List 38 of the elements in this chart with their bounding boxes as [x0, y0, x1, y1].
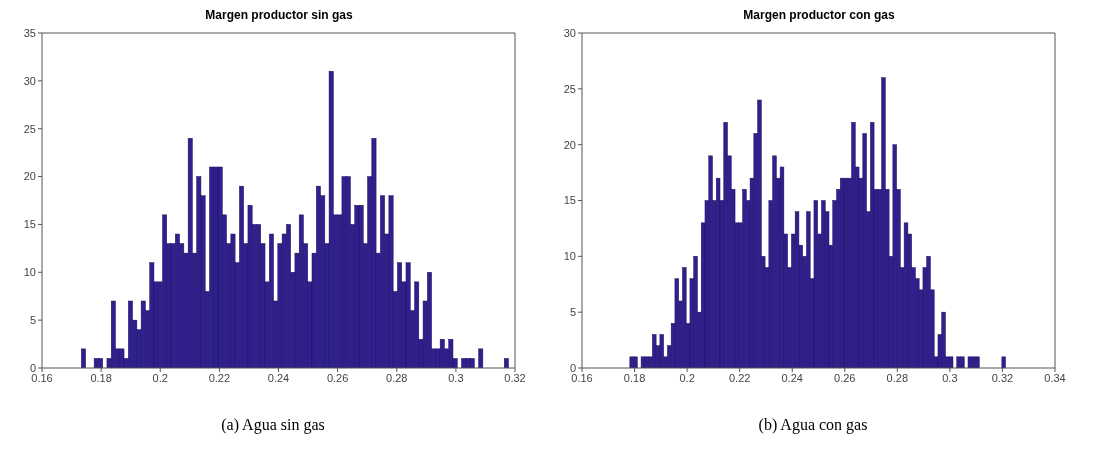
text: (a) Agua sin gas: [220, 416, 326, 434]
y-tick-label: 5: [569, 306, 576, 319]
x-tick-label: 0.18: [90, 371, 112, 384]
x-tick-label: 0.3: [448, 371, 464, 384]
y-tick-label: 25: [563, 82, 576, 95]
y-tick-label: 0: [29, 361, 36, 374]
x-tick-label: 0.24: [781, 371, 803, 384]
x-tick-label: 0.22: [728, 371, 751, 384]
x-tick-label: 0.26: [834, 371, 856, 384]
x-tick-label: 0.16: [31, 371, 53, 384]
text: (b) Agua con gas: [757, 416, 869, 434]
x-tick-label: 0.32: [504, 371, 526, 384]
x-tick-label: 0.22: [208, 371, 231, 384]
y-tick-label: 30: [563, 26, 576, 39]
y-tick-label: 0: [569, 361, 576, 374]
x-tick-label: 0.2: [152, 371, 168, 384]
y-tick-label: 15: [23, 218, 36, 231]
x-tick-label: 0.3: [942, 371, 958, 384]
y-tick-label: 30: [23, 74, 36, 87]
x-tick-label: 0.34: [1044, 371, 1066, 384]
x-tick-label: 0.18: [623, 371, 646, 384]
chart-title: Margen productor con gas: [742, 8, 896, 24]
x-tick-label: 0.24: [267, 371, 290, 384]
y-tick-label: 20: [563, 138, 576, 151]
y-tick-label: 5: [29, 314, 36, 327]
x-tick-label: 0.28: [886, 371, 909, 384]
x-tick-label: 0.2: [679, 371, 695, 384]
y-tick-label: 15: [563, 194, 576, 207]
y-tick-label: 20: [23, 170, 36, 183]
chart-title: Margen productor sin gas: [204, 8, 354, 24]
x-tick-label: 0.28: [386, 371, 408, 384]
y-tick-label: 35: [23, 26, 36, 39]
y-tick-label: 10: [563, 250, 576, 263]
y-tick-label: 10: [23, 266, 36, 279]
y-tick-label: 25: [23, 122, 36, 135]
x-tick-label: 0.16: [571, 371, 593, 384]
x-tick-label: 0.32: [991, 371, 1014, 384]
x-tick-label: 0.26: [326, 371, 349, 384]
